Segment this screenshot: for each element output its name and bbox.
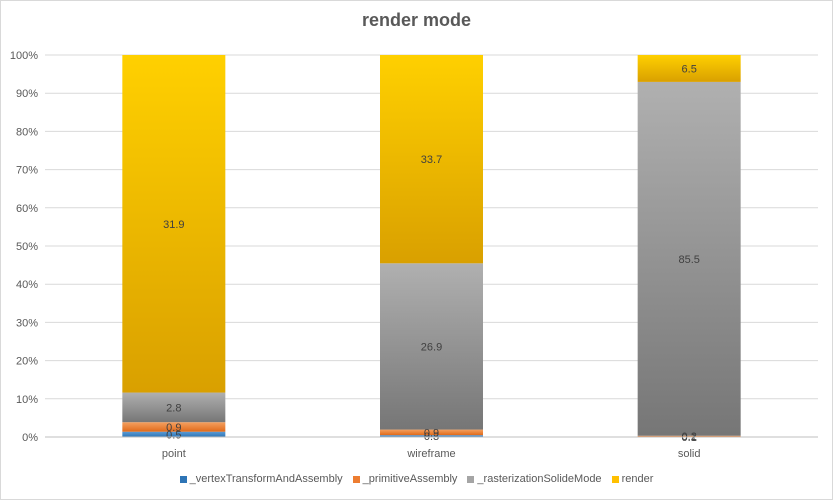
bar-segment — [122, 422, 226, 432]
bar-segment — [637, 435, 741, 437]
x-tick-label: point — [162, 448, 186, 460]
legend-item: _vertexTransformAndAssembly — [179, 473, 343, 485]
bar-segment — [122, 55, 226, 393]
bar-segment — [637, 81, 741, 436]
y-tick-label: 30% — [16, 317, 38, 329]
x-tick-label: solid — [678, 448, 701, 460]
y-tick-label: 0% — [22, 432, 38, 444]
bar-segment — [380, 429, 483, 436]
legend-swatch — [467, 475, 475, 483]
legend-label: render — [621, 473, 654, 485]
data-label: 0.5 — [166, 429, 181, 441]
legend-swatch — [179, 475, 187, 483]
y-tick-label: 90% — [16, 88, 38, 100]
data-label: 33.7 — [421, 154, 442, 166]
data-label: 0.1 — [682, 432, 697, 444]
bar-segment — [380, 55, 483, 264]
legend-item: render — [611, 473, 654, 485]
legend-swatch — [611, 475, 619, 483]
chart-title: render mode — [361, 10, 472, 30]
legend-label: _primitiveAssembly — [362, 473, 458, 485]
legend-label: _vertexTransformAndAssembly — [189, 473, 343, 485]
y-tick-label: 80% — [16, 126, 38, 138]
data-label: 0.9 — [424, 427, 439, 439]
data-label: 2.8 — [166, 402, 181, 414]
bar-segment — [380, 263, 483, 430]
x-tick-label: wireframe — [406, 448, 455, 460]
data-label: 0.9 — [166, 422, 181, 434]
bar-segment — [122, 392, 226, 423]
y-tick-label: 20% — [16, 356, 38, 368]
y-tick-label: 40% — [16, 279, 38, 291]
bar-segment — [637, 55, 741, 82]
legend-swatch — [352, 475, 360, 483]
data-label: 26.9 — [421, 341, 442, 353]
legend-item: _rasterizationSolideMode — [467, 473, 602, 485]
bar-segment — [380, 435, 483, 437]
data-label: 85.5 — [678, 254, 699, 266]
y-tick-label: 60% — [16, 203, 38, 215]
y-tick-label: 50% — [16, 241, 38, 253]
legend-item: _primitiveAssembly — [352, 473, 458, 485]
y-tick-label: 100% — [10, 50, 38, 62]
y-tick-label: 70% — [16, 165, 38, 177]
data-label: 31.9 — [163, 219, 184, 231]
bar-segment — [122, 431, 226, 437]
legend-label: _rasterizationSolideMode — [477, 473, 602, 485]
legend: _vertexTransformAndAssembly _primitiveAss… — [0, 473, 833, 485]
y-tick-label: 10% — [16, 394, 38, 406]
data-label: 6.5 — [682, 63, 697, 75]
